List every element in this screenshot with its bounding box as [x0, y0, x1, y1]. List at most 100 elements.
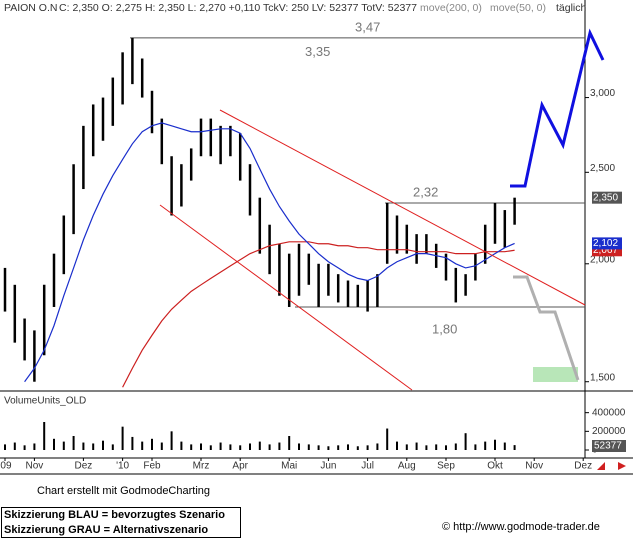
volume-bar — [327, 446, 330, 450]
last-value-label: 2,350 — [593, 192, 618, 203]
volume-bar — [92, 443, 95, 450]
y-tick-label: 1,500 — [590, 372, 615, 383]
volume-bar — [298, 443, 300, 450]
volume-bar — [43, 422, 46, 450]
volume-bar — [249, 443, 251, 450]
volume-bar — [121, 426, 124, 450]
volume-bar — [200, 443, 202, 450]
period-label: täglich — [556, 2, 587, 14]
volume-bar — [170, 431, 173, 450]
volume-bar — [484, 441, 487, 450]
y-tick-label: 2,000 — [590, 254, 615, 265]
scenario-legend: Skizzierung GRAU = Alternativszenario — [4, 524, 208, 536]
volume-bar — [376, 443, 379, 450]
volume-bar — [53, 438, 55, 450]
credit: Chart erstellt mit GodmodeCharting — [37, 485, 210, 497]
volume-bar — [415, 442, 418, 450]
volume-bar — [33, 443, 36, 450]
last-value-label: 52377 — [594, 441, 622, 452]
volume-bar — [317, 445, 320, 450]
volume-bar — [494, 439, 496, 450]
volume-bar — [307, 444, 310, 450]
volume-label: VolumeUnits_OLD — [4, 396, 86, 407]
x-tick-label: Dez — [75, 461, 93, 472]
annotation: 3,35 — [305, 44, 330, 59]
volume-bar — [386, 428, 389, 450]
legend-entry: move(200, 0) — [420, 2, 482, 14]
x-tick-label: Dez — [574, 461, 592, 472]
chart-title: PAION O.N — [4, 2, 57, 14]
scenario-legend: Skizzierung BLAU = bevorzugtes Szenario — [4, 509, 225, 521]
volume-bar — [268, 444, 271, 450]
volume-bar — [111, 444, 114, 450]
trend-line — [159, 204, 413, 391]
volume-bar — [13, 442, 16, 450]
volume-bar — [445, 445, 447, 450]
volume-bar — [23, 445, 26, 450]
trend-line — [219, 109, 586, 306]
x-tick-label: '10 — [116, 461, 129, 472]
volume-bar — [347, 444, 349, 450]
volume-bar — [190, 444, 193, 450]
x-tick-label: Mrz — [193, 461, 210, 472]
moving-average — [122, 241, 515, 388]
moving-average — [24, 122, 515, 383]
volume-bar — [131, 436, 134, 450]
y-tick-label: 400000 — [592, 407, 626, 418]
volume-bar — [405, 444, 408, 450]
level-label: 3,47 — [355, 19, 380, 34]
volume-bar — [474, 444, 477, 450]
level-label: 1,80 — [432, 321, 457, 336]
header-bg — [0, 0, 584, 16]
volume-bar — [425, 445, 428, 450]
volume-bar — [82, 442, 85, 450]
volume-bar — [337, 445, 340, 450]
last-value-bg — [592, 440, 626, 452]
y-tick-label: 2,500 — [590, 163, 615, 174]
alternative-scenario — [513, 275, 580, 381]
volume-bar — [4, 444, 6, 450]
nav-icon — [597, 462, 605, 470]
x-tick-label: Sep — [437, 461, 455, 472]
volume-bar — [366, 445, 369, 450]
volume-bar — [278, 442, 281, 450]
y-tick-label: 200000 — [592, 426, 626, 437]
volume-bar — [258, 441, 261, 450]
volume-bar — [396, 441, 398, 450]
volume-bar — [464, 433, 467, 450]
x-tick-label: Jun — [320, 461, 336, 472]
x-tick-label: Nov — [26, 461, 44, 472]
x-tick-label: Mai — [281, 461, 297, 472]
volume-bar — [72, 436, 75, 450]
volume-bar — [435, 444, 438, 450]
chart-subtitle: C: 2,350 O: 2,275 H: 2,350 L: 2,270 +0,1… — [59, 2, 417, 14]
last-value-label: 2,067 — [593, 245, 618, 256]
legend-box — [1, 507, 241, 538]
x-tick-label: Feb — [143, 461, 161, 472]
volume-bar — [229, 444, 232, 450]
volume-bar — [209, 445, 212, 450]
legend-entry: move(50, 0) — [490, 2, 546, 14]
volume-bar — [239, 445, 242, 450]
volume-bar — [219, 442, 222, 450]
x-tick-label: Aug — [398, 461, 416, 472]
x-tick-label: '09 — [0, 461, 12, 472]
preferred-scenario — [510, 28, 605, 188]
x-tick-label: Jul — [361, 461, 374, 472]
target-zone — [533, 367, 578, 382]
volume-bar — [62, 441, 65, 450]
nav-icon — [618, 462, 626, 470]
volume-bar — [288, 436, 291, 450]
volume-bar — [180, 441, 183, 450]
volume-bar — [513, 445, 516, 450]
volume-bar — [151, 438, 153, 450]
volume-bar — [503, 442, 506, 450]
last-value-label: 2,102 — [593, 238, 618, 249]
level-label: 2,32 — [413, 184, 438, 199]
volume-bar — [102, 440, 104, 450]
volume-bar — [454, 443, 457, 450]
volume-bar — [141, 441, 144, 450]
x-tick-label: Nov — [525, 461, 543, 472]
